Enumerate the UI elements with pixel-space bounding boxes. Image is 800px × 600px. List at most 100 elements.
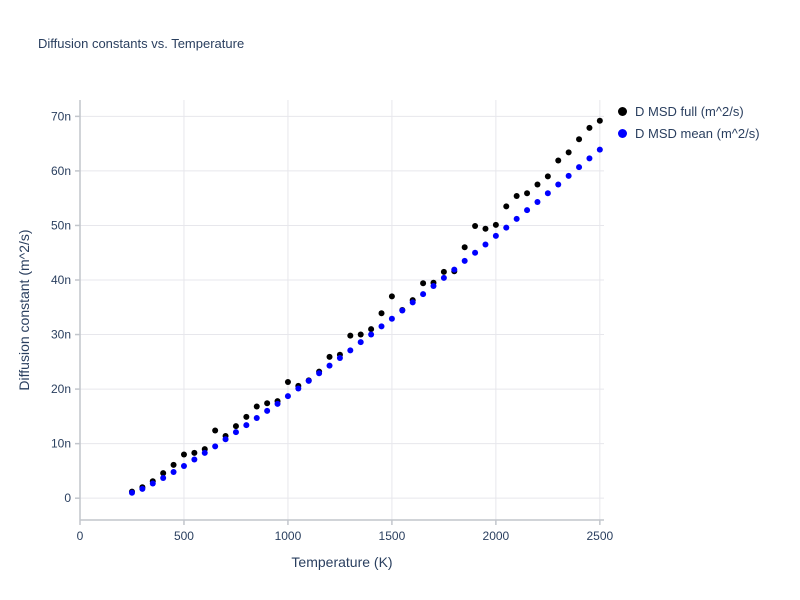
data-point bbox=[492, 232, 499, 239]
data-point bbox=[191, 456, 198, 463]
data-point bbox=[295, 385, 302, 392]
legend-marker-full-icon bbox=[618, 107, 627, 116]
data-point bbox=[326, 362, 333, 369]
data-point bbox=[565, 172, 572, 179]
y-tick-label: 40n bbox=[51, 273, 71, 287]
data-point bbox=[430, 283, 437, 289]
data-point bbox=[139, 485, 146, 492]
data-point bbox=[524, 190, 531, 197]
data-point bbox=[534, 199, 541, 205]
data-point bbox=[347, 347, 354, 354]
data-point bbox=[513, 215, 520, 222]
data-point bbox=[284, 379, 291, 385]
data-point bbox=[191, 449, 198, 456]
data-point bbox=[378, 310, 385, 317]
data-point bbox=[472, 223, 479, 229]
data-point bbox=[503, 203, 510, 210]
data-point bbox=[232, 423, 239, 430]
data-point bbox=[201, 449, 208, 456]
data-point bbox=[565, 149, 572, 156]
data-point bbox=[420, 291, 427, 298]
y-axis-title: Diffusion constant (m^2/s) bbox=[16, 229, 32, 391]
data-point bbox=[534, 181, 541, 188]
legend: D MSD full (m^2/s) D MSD mean (m^2/s) bbox=[618, 104, 760, 141]
data-point bbox=[274, 400, 281, 407]
data-point bbox=[420, 280, 427, 287]
data-point bbox=[482, 241, 489, 248]
x-tick-label: 2500 bbox=[586, 529, 613, 543]
data-point bbox=[180, 463, 187, 469]
y-tick-label: 60n bbox=[51, 164, 71, 178]
data-point bbox=[586, 155, 593, 162]
y-tick-label: 10n bbox=[51, 437, 71, 451]
data-point bbox=[149, 480, 156, 487]
data-point bbox=[399, 307, 406, 314]
data-point bbox=[180, 451, 187, 458]
data-point bbox=[316, 370, 323, 377]
data-point bbox=[555, 157, 562, 164]
data-point bbox=[524, 207, 531, 214]
data-point bbox=[243, 413, 250, 420]
data-point bbox=[264, 407, 271, 414]
data-point bbox=[160, 475, 167, 481]
data-point bbox=[461, 244, 468, 251]
data-point bbox=[596, 146, 603, 153]
data-point bbox=[440, 268, 447, 275]
data-point bbox=[253, 403, 260, 410]
data-point bbox=[492, 221, 499, 228]
legend-label-full: D MSD full (m^2/s) bbox=[635, 104, 744, 119]
data-point bbox=[336, 355, 343, 361]
legend-label-mean: D MSD mean (m^2/s) bbox=[635, 126, 760, 141]
data-point bbox=[576, 164, 583, 171]
data-point bbox=[253, 415, 260, 421]
data-point bbox=[264, 400, 271, 407]
data-point bbox=[596, 117, 603, 124]
data-point bbox=[170, 469, 177, 475]
data-point bbox=[576, 136, 583, 143]
data-point bbox=[357, 339, 364, 346]
data-point bbox=[555, 181, 562, 188]
data-point bbox=[326, 353, 333, 360]
y-tick-label: 0 bbox=[64, 491, 71, 505]
y-tick-label: 30n bbox=[51, 328, 71, 342]
data-point bbox=[503, 224, 510, 231]
data-point bbox=[388, 293, 395, 300]
data-point bbox=[440, 274, 447, 281]
data-point bbox=[305, 377, 312, 384]
data-point bbox=[461, 257, 468, 264]
data-point bbox=[212, 427, 219, 434]
data-point bbox=[544, 190, 551, 197]
data-point bbox=[513, 193, 520, 199]
data-point bbox=[357, 331, 364, 338]
data-point bbox=[212, 443, 219, 450]
data-point bbox=[160, 470, 167, 477]
data-point bbox=[586, 124, 593, 131]
x-axis-title: Temperature (K) bbox=[291, 554, 393, 570]
x-tick-label: 0 bbox=[77, 529, 84, 543]
y-tick-label: 70n bbox=[51, 109, 71, 123]
data-point bbox=[368, 326, 375, 333]
data-point bbox=[378, 323, 385, 330]
legend-item-msd-full[interactable]: D MSD full (m^2/s) bbox=[618, 104, 760, 119]
chart-title: Diffusion constants vs. Temperature bbox=[38, 36, 245, 51]
data-point bbox=[284, 393, 291, 400]
legend-item-msd-mean[interactable]: D MSD mean (m^2/s) bbox=[618, 126, 760, 141]
data-point bbox=[472, 249, 479, 256]
data-point bbox=[368, 331, 375, 338]
data-point bbox=[222, 436, 229, 443]
x-tick-label: 1000 bbox=[275, 529, 302, 543]
x-tick-label: 500 bbox=[174, 529, 194, 543]
x-tick-label: 2000 bbox=[483, 529, 510, 543]
data-point bbox=[347, 332, 354, 339]
y-tick-label: 20n bbox=[51, 382, 71, 396]
data-point bbox=[544, 173, 551, 180]
data-point bbox=[388, 315, 395, 322]
data-point bbox=[482, 225, 489, 232]
x-tick-label: 1500 bbox=[379, 529, 406, 543]
y-tick-label: 50n bbox=[51, 218, 71, 232]
data-point bbox=[232, 429, 239, 436]
data-point bbox=[451, 266, 458, 273]
data-point bbox=[409, 299, 416, 306]
